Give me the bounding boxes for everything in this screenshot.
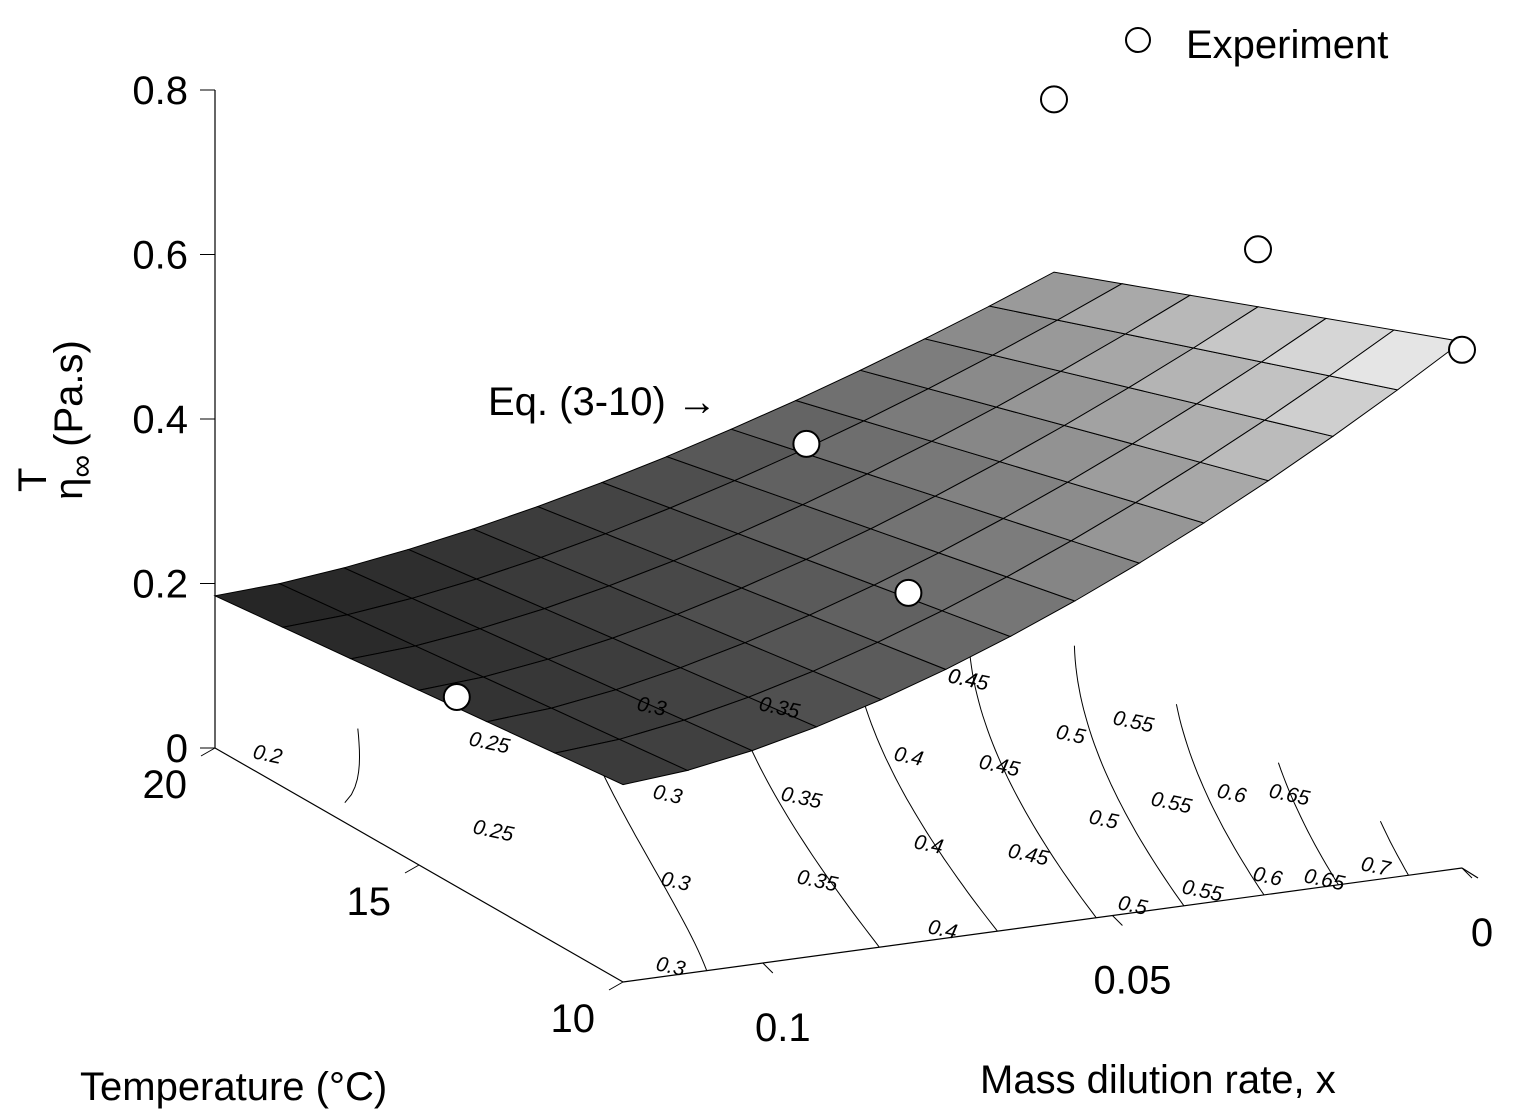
contour-label: 0.4 xyxy=(892,742,925,771)
contour-line xyxy=(1175,704,1265,896)
z-tick-label: 0.6 xyxy=(132,234,188,278)
x-tick-mark xyxy=(1112,915,1123,926)
x-tick-label: 0.1 xyxy=(755,1006,811,1050)
y-tick-mark xyxy=(608,981,624,991)
contour-label: 0.25 xyxy=(471,815,516,846)
contour-line xyxy=(853,661,998,932)
experiment-point xyxy=(442,683,471,711)
z-tick-label: 0.2 xyxy=(132,563,188,607)
contour-label: 0.65 xyxy=(1302,864,1347,895)
y-tick-label: 10 xyxy=(551,997,596,1041)
x-tick-label: 0.05 xyxy=(1093,959,1171,1003)
contour-label: 0.6 xyxy=(1251,862,1285,891)
z-tick-label: 0 xyxy=(166,727,188,771)
legend-marker xyxy=(1125,27,1151,53)
experiment-point xyxy=(1244,235,1272,264)
x-tick-label: 0 xyxy=(1471,911,1493,955)
contour-label: 0.5 xyxy=(1116,891,1150,920)
contour-label: 0.45 xyxy=(1006,839,1051,870)
contour-label: 0.2 xyxy=(251,740,285,769)
y-tick-mark xyxy=(404,864,420,874)
contour-label: 0.35 xyxy=(795,865,840,896)
z-tick-label: 0.8 xyxy=(132,69,188,113)
z-tick-label: 0.4 xyxy=(132,398,188,442)
x-axis-ticks: 0.1 0.05 0 xyxy=(755,867,1493,1050)
z-axis-label: η∞ (Pa.s) T xyxy=(11,340,99,500)
y-axis-ticks: 10 15 20 xyxy=(143,747,624,1041)
floor-contour-lines xyxy=(344,645,1409,971)
y-tick-mark xyxy=(200,747,216,757)
model-surface xyxy=(213,271,1464,786)
contour-label: 0.7 xyxy=(1359,852,1394,881)
equation-annotation: Eq. (3-10) → xyxy=(488,380,717,424)
contour-label: 0.4 xyxy=(912,830,945,859)
contour-label: 0.5 xyxy=(1054,720,1088,749)
contour-label: 0.65 xyxy=(1267,779,1312,810)
contour-line xyxy=(1379,820,1409,876)
experiment-point xyxy=(792,429,821,458)
contour-line xyxy=(968,645,1097,918)
z-axis-symbol: η xyxy=(47,478,91,500)
z-axis-subscript: ∞ xyxy=(63,455,99,478)
svg-text:η∞(Pa.s): η∞ (Pa.s) xyxy=(47,340,99,500)
contour-label: 0.55 xyxy=(1149,787,1194,818)
legend-label: Experiment xyxy=(1186,23,1388,67)
contour-line xyxy=(1073,645,1185,907)
contour-line xyxy=(1277,762,1339,886)
contour-label: 0.25 xyxy=(467,727,512,758)
y-axis-label: Temperature (°C) xyxy=(80,1065,387,1109)
x-axis-end-tick xyxy=(1461,867,1479,879)
surface-patch xyxy=(1328,329,1464,391)
contour-label: 0.55 xyxy=(1111,706,1156,737)
x-tick-mark xyxy=(762,962,774,974)
contour-label: 0.3 xyxy=(651,780,685,809)
experiment-points xyxy=(442,85,1476,711)
experiment-point xyxy=(1448,335,1476,364)
experiment-point xyxy=(1040,85,1068,114)
z-axis-superscript: T xyxy=(11,468,55,492)
contour-label: 0.45 xyxy=(977,750,1022,781)
contour-label: 0.35 xyxy=(779,782,824,813)
x-tick-mark xyxy=(1461,867,1473,879)
legend: Experiment xyxy=(1125,23,1388,67)
contour-line xyxy=(344,728,361,804)
z-axis-ticks: 0 0.2 0.4 0.6 0.8 xyxy=(132,69,215,771)
y-tick-label: 20 xyxy=(143,763,188,807)
y-tick-label: 15 xyxy=(347,880,392,924)
x-axis-label: Mass dilution rate, x xyxy=(980,1058,1336,1102)
z-axis-unit: (Pa.s) xyxy=(47,340,91,447)
contour-label: 0.55 xyxy=(1180,875,1225,906)
contour-label: 0.3 xyxy=(659,867,693,896)
contour-label: 0.6 xyxy=(1215,779,1249,808)
contour-label: 0.5 xyxy=(1087,805,1121,834)
experiment-point xyxy=(894,578,923,607)
contour-label: 0.45 xyxy=(946,664,991,695)
